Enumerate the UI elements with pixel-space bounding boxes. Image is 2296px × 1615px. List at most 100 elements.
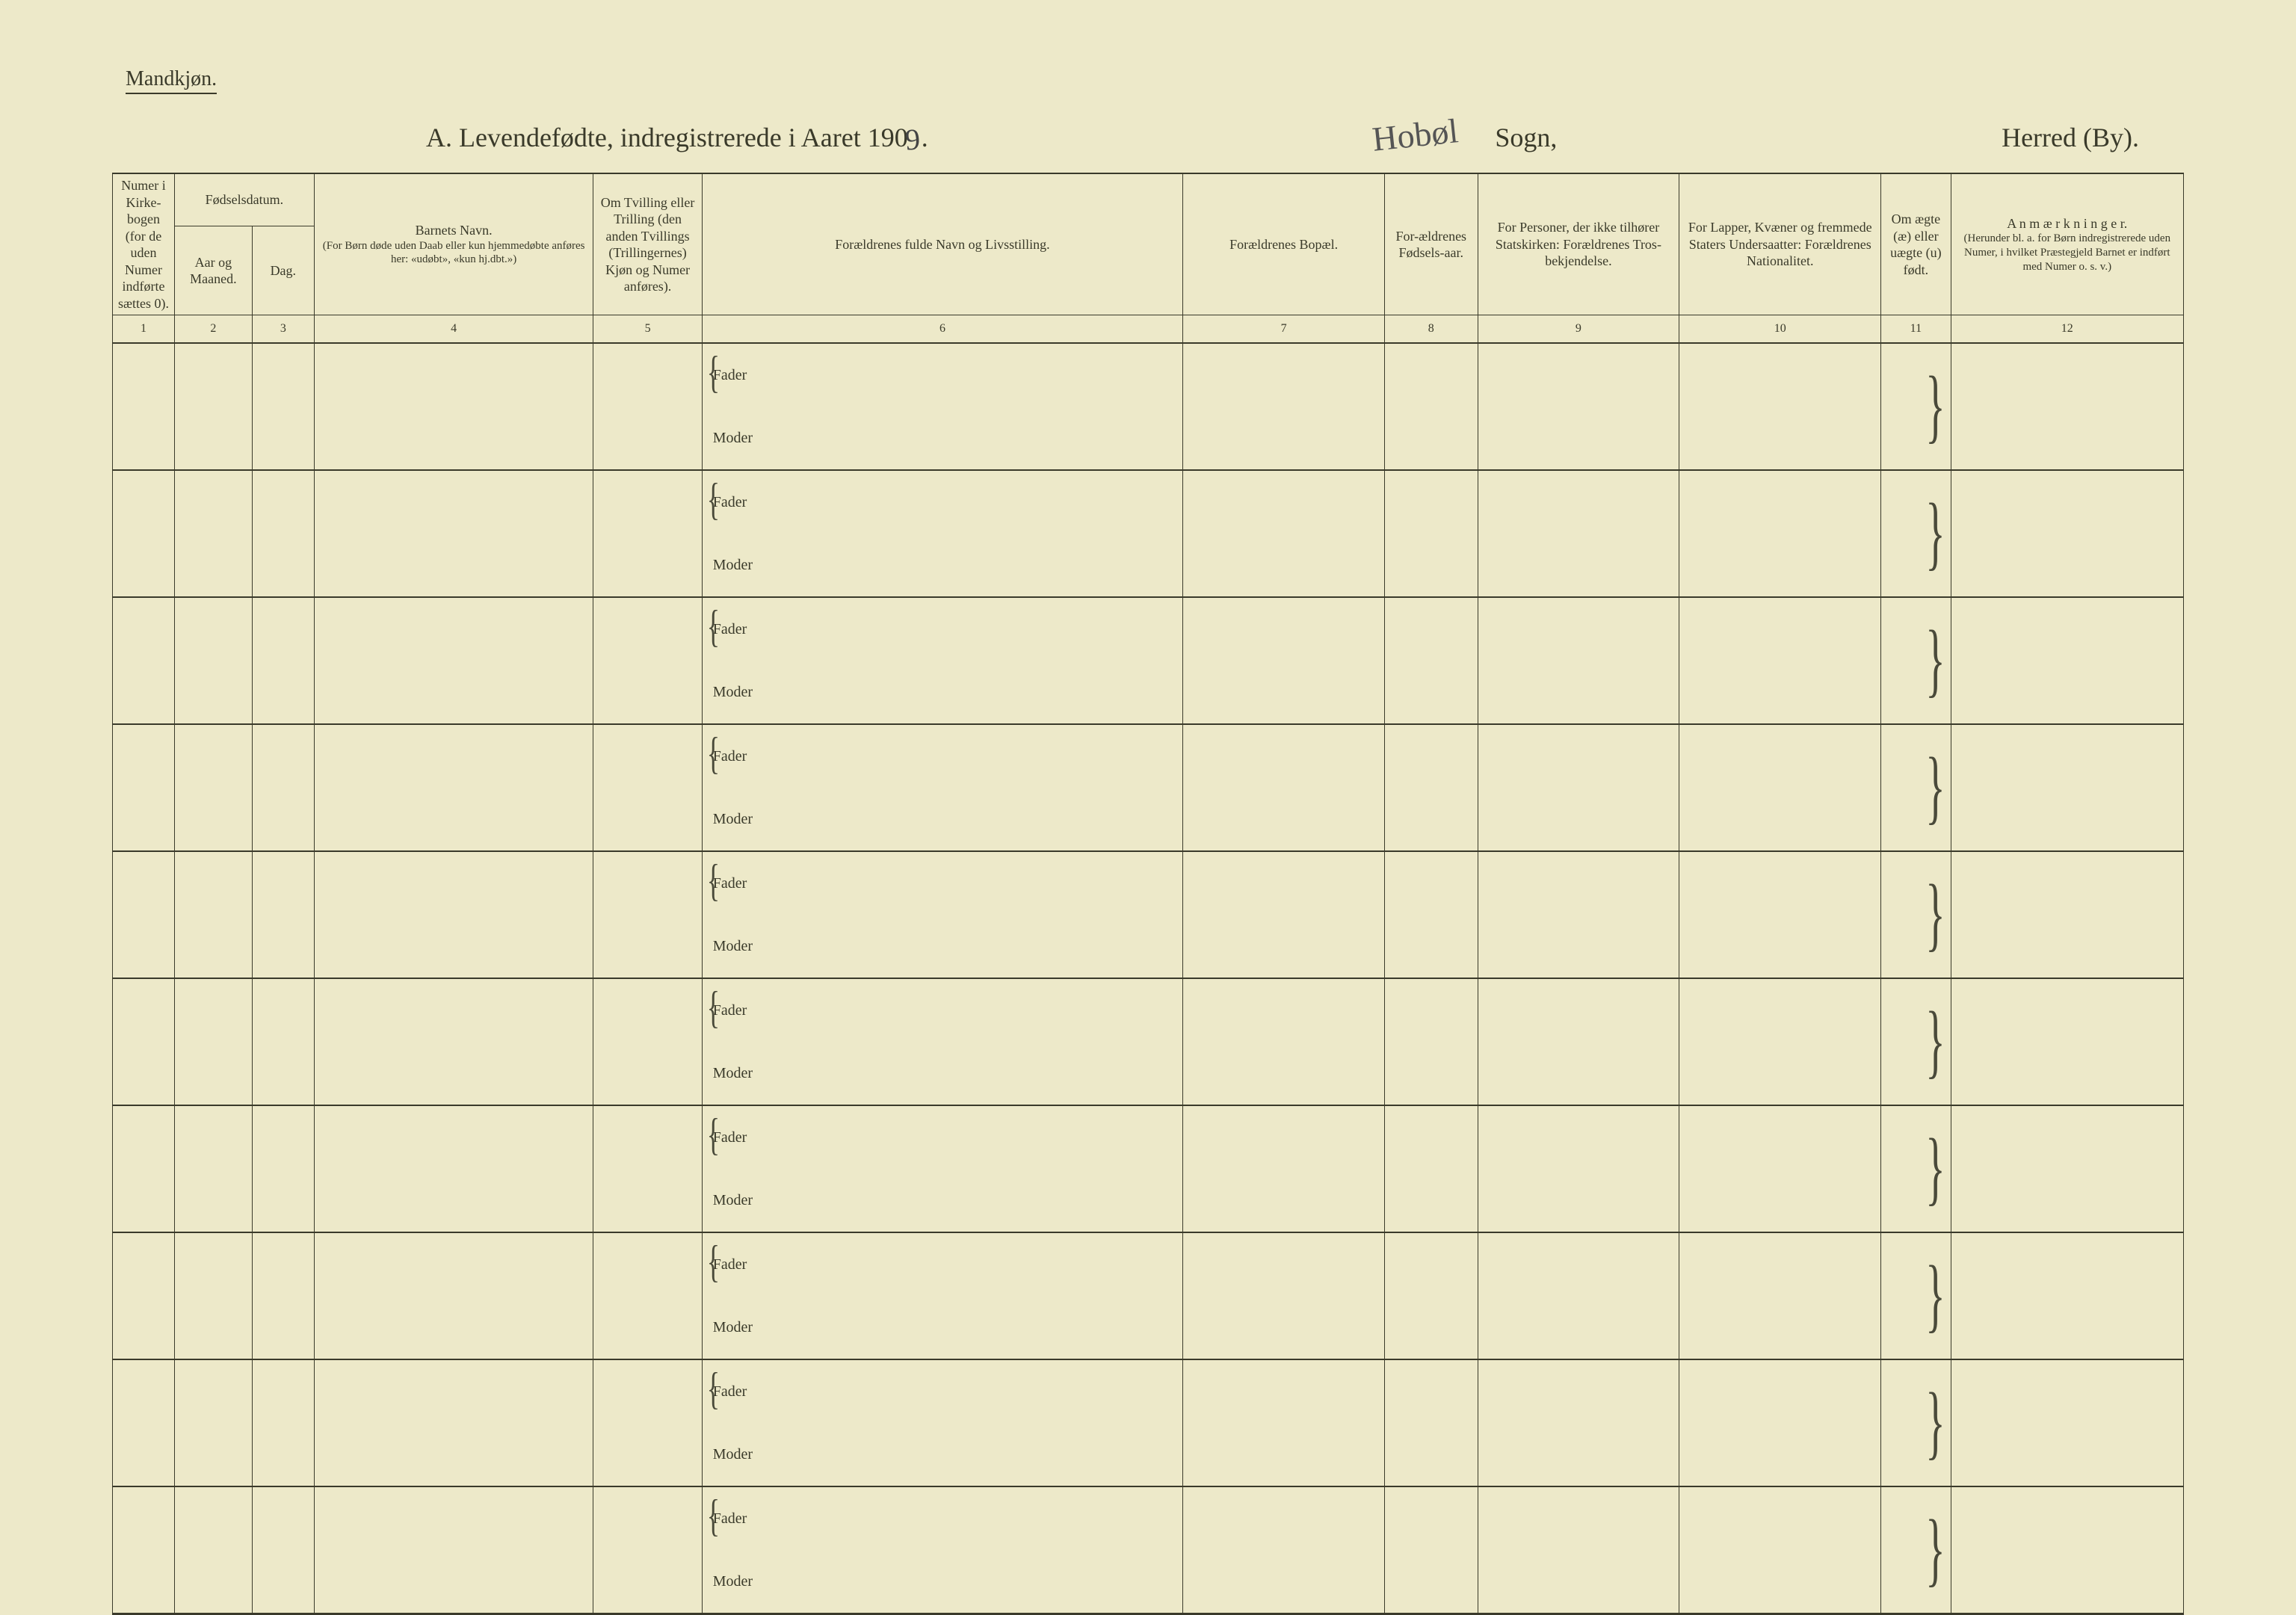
cell-c10-top [1679,1359,1881,1423]
cell-c10-bot [1679,1169,1881,1232]
colnum-5: 5 [593,315,702,344]
cell-c5 [593,1359,702,1486]
cell-c10-top [1679,1232,1881,1296]
cell-c4 [314,1232,593,1359]
cell-c8-bot [1384,1550,1478,1614]
cell-c9-bot [1478,661,1679,724]
cell-c10-bot [1679,1296,1881,1359]
cell-c4 [314,597,593,724]
cell-c10-top [1679,978,1881,1042]
cell-c9-top [1478,343,1679,407]
col-header-10: For Lapper, Kvæner og fremmede Staters U… [1679,173,1881,315]
cell-c10-bot [1679,1550,1881,1614]
cell-c3 [252,597,314,724]
cell-c10-top [1679,724,1881,788]
register-table: Numer i Kirke-bogen (for de uden Numer i… [112,173,2184,1615]
cell-c6-moder: Moder [702,534,1182,597]
cell-c9-top [1478,724,1679,788]
cell-c10-bot [1679,407,1881,470]
cell-c1 [113,1105,175,1232]
cell-c9-bot [1478,1550,1679,1614]
cell-c10-bot [1679,788,1881,851]
cell-c6-fader: Fader [702,343,1182,407]
cell-c7 [1183,1105,1385,1232]
cell-c8-top [1384,851,1478,915]
cell-c6-fader: Fader [702,724,1182,788]
cell-c8-bot [1384,407,1478,470]
colnum-2: 2 [175,315,253,344]
cell-c10-bot [1679,915,1881,978]
cell-c3 [252,978,314,1105]
cell-c6-moder: Moder [702,915,1182,978]
cell-c5 [593,470,702,597]
cell-c3 [252,724,314,851]
cell-c8-top [1384,724,1478,788]
cell-c11 [1881,851,1951,978]
cell-c1 [113,978,175,1105]
cell-c7 [1183,724,1385,851]
cell-c11 [1881,343,1951,470]
cell-c4 [314,851,593,978]
cell-c1 [113,1232,175,1359]
cell-c9-bot [1478,1423,1679,1486]
table-row: Fader [113,1232,2184,1296]
cell-c6-moder: Moder [702,1042,1182,1105]
cell-c6-fader: Fader [702,1105,1182,1169]
cell-c10-bot [1679,534,1881,597]
col-header-11: Om ægte (æ) eller uægte (u) født. [1881,173,1951,315]
col-header-12: A n m æ r k n i n g e r. (Herunder bl. a… [1951,173,2183,315]
title-row: A. Levendefødte, indregistrerede i Aaret… [112,115,2184,155]
col4-line1: Barnets Navn. [319,222,589,239]
cell-c7 [1183,851,1385,978]
cell-c9-bot [1478,1296,1679,1359]
cell-c11 [1881,1105,1951,1232]
cell-c2 [175,724,253,851]
cell-c2 [175,1486,253,1614]
cell-c8-top [1384,1486,1478,1550]
cell-c1 [113,597,175,724]
col-header-3: Dag. [252,226,314,315]
cell-c8-bot [1384,788,1478,851]
cell-c8-bot [1384,1423,1478,1486]
cell-c2 [175,1105,253,1232]
table-body: FaderModerFaderModerFaderModerFaderModer… [113,343,2184,1614]
cell-c9-top [1478,470,1679,534]
table-row: Fader [113,343,2184,407]
cell-c6-fader: Fader [702,470,1182,534]
cell-c7 [1183,978,1385,1105]
cell-c2 [175,343,253,470]
cell-c7 [1183,1359,1385,1486]
cell-c11 [1881,978,1951,1105]
cell-c3 [252,1105,314,1232]
colnum-8: 8 [1384,315,1478,344]
herred-label: Herred (By). [2002,122,2139,153]
cell-c11 [1881,724,1951,851]
title-period: . [922,123,928,152]
cell-c3 [252,1359,314,1486]
cell-c8-bot [1384,1169,1478,1232]
col-header-4: Barnets Navn. (For Børn døde uden Daab e… [314,173,593,315]
cell-c8-bot [1384,1042,1478,1105]
cell-c12 [1951,978,2183,1105]
cell-c12 [1951,1105,2183,1232]
cell-c8-bot [1384,1296,1478,1359]
cell-c10-bot [1679,1042,1881,1105]
cell-c7 [1183,1486,1385,1614]
cell-c12 [1951,1359,2183,1486]
cell-c5 [593,597,702,724]
cell-c9-top [1478,851,1679,915]
cell-c7 [1183,1232,1385,1359]
col4-line2: (For Børn døde uden Daab eller kun hjemm… [319,239,589,268]
cell-c6-moder: Moder [702,661,1182,724]
cell-c2 [175,978,253,1105]
cell-c9-top [1478,1486,1679,1550]
cell-c11 [1881,1232,1951,1359]
cell-c9-bot [1478,915,1679,978]
table-row: Fader [113,470,2184,534]
cell-c8-bot [1384,534,1478,597]
table-row: Fader [113,978,2184,1042]
cell-c8-top [1384,1359,1478,1423]
cell-c3 [252,1486,314,1614]
col-header-1: Numer i Kirke-bogen (for de uden Numer i… [113,173,175,315]
col12-line1: A n m æ r k n i n g e r. [1956,215,2179,232]
